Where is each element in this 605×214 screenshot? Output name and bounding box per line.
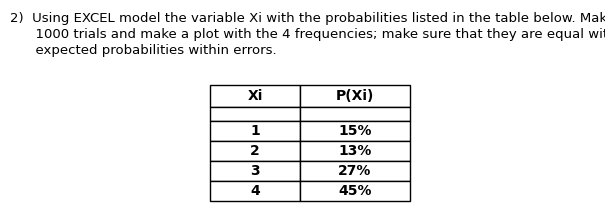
Text: 1: 1 — [250, 124, 260, 138]
Bar — [210, 181, 300, 201]
Bar — [300, 107, 410, 121]
Bar — [300, 85, 410, 107]
Text: 27%: 27% — [338, 164, 371, 178]
Text: 2)  Using EXCEL model the variable Xi with the probabilities listed in the table: 2) Using EXCEL model the variable Xi wit… — [10, 12, 605, 25]
Text: 4: 4 — [250, 184, 260, 198]
Text: 3: 3 — [250, 164, 260, 178]
Bar — [300, 161, 410, 181]
Text: 13%: 13% — [338, 144, 371, 158]
Text: 45%: 45% — [338, 184, 371, 198]
Bar — [210, 161, 300, 181]
Text: expected probabilities within errors.: expected probabilities within errors. — [10, 44, 276, 57]
Text: 2: 2 — [250, 144, 260, 158]
Bar — [300, 121, 410, 141]
Text: 1000 trials and make a plot with the 4 frequencies; make sure that they are equa: 1000 trials and make a plot with the 4 f… — [10, 28, 605, 41]
Text: P(Xi): P(Xi) — [336, 89, 374, 103]
Bar — [300, 181, 410, 201]
Bar — [210, 141, 300, 161]
Text: 15%: 15% — [338, 124, 371, 138]
Bar — [210, 107, 300, 121]
Bar — [210, 85, 300, 107]
Bar — [210, 121, 300, 141]
Text: Xi: Xi — [247, 89, 263, 103]
Bar — [300, 141, 410, 161]
